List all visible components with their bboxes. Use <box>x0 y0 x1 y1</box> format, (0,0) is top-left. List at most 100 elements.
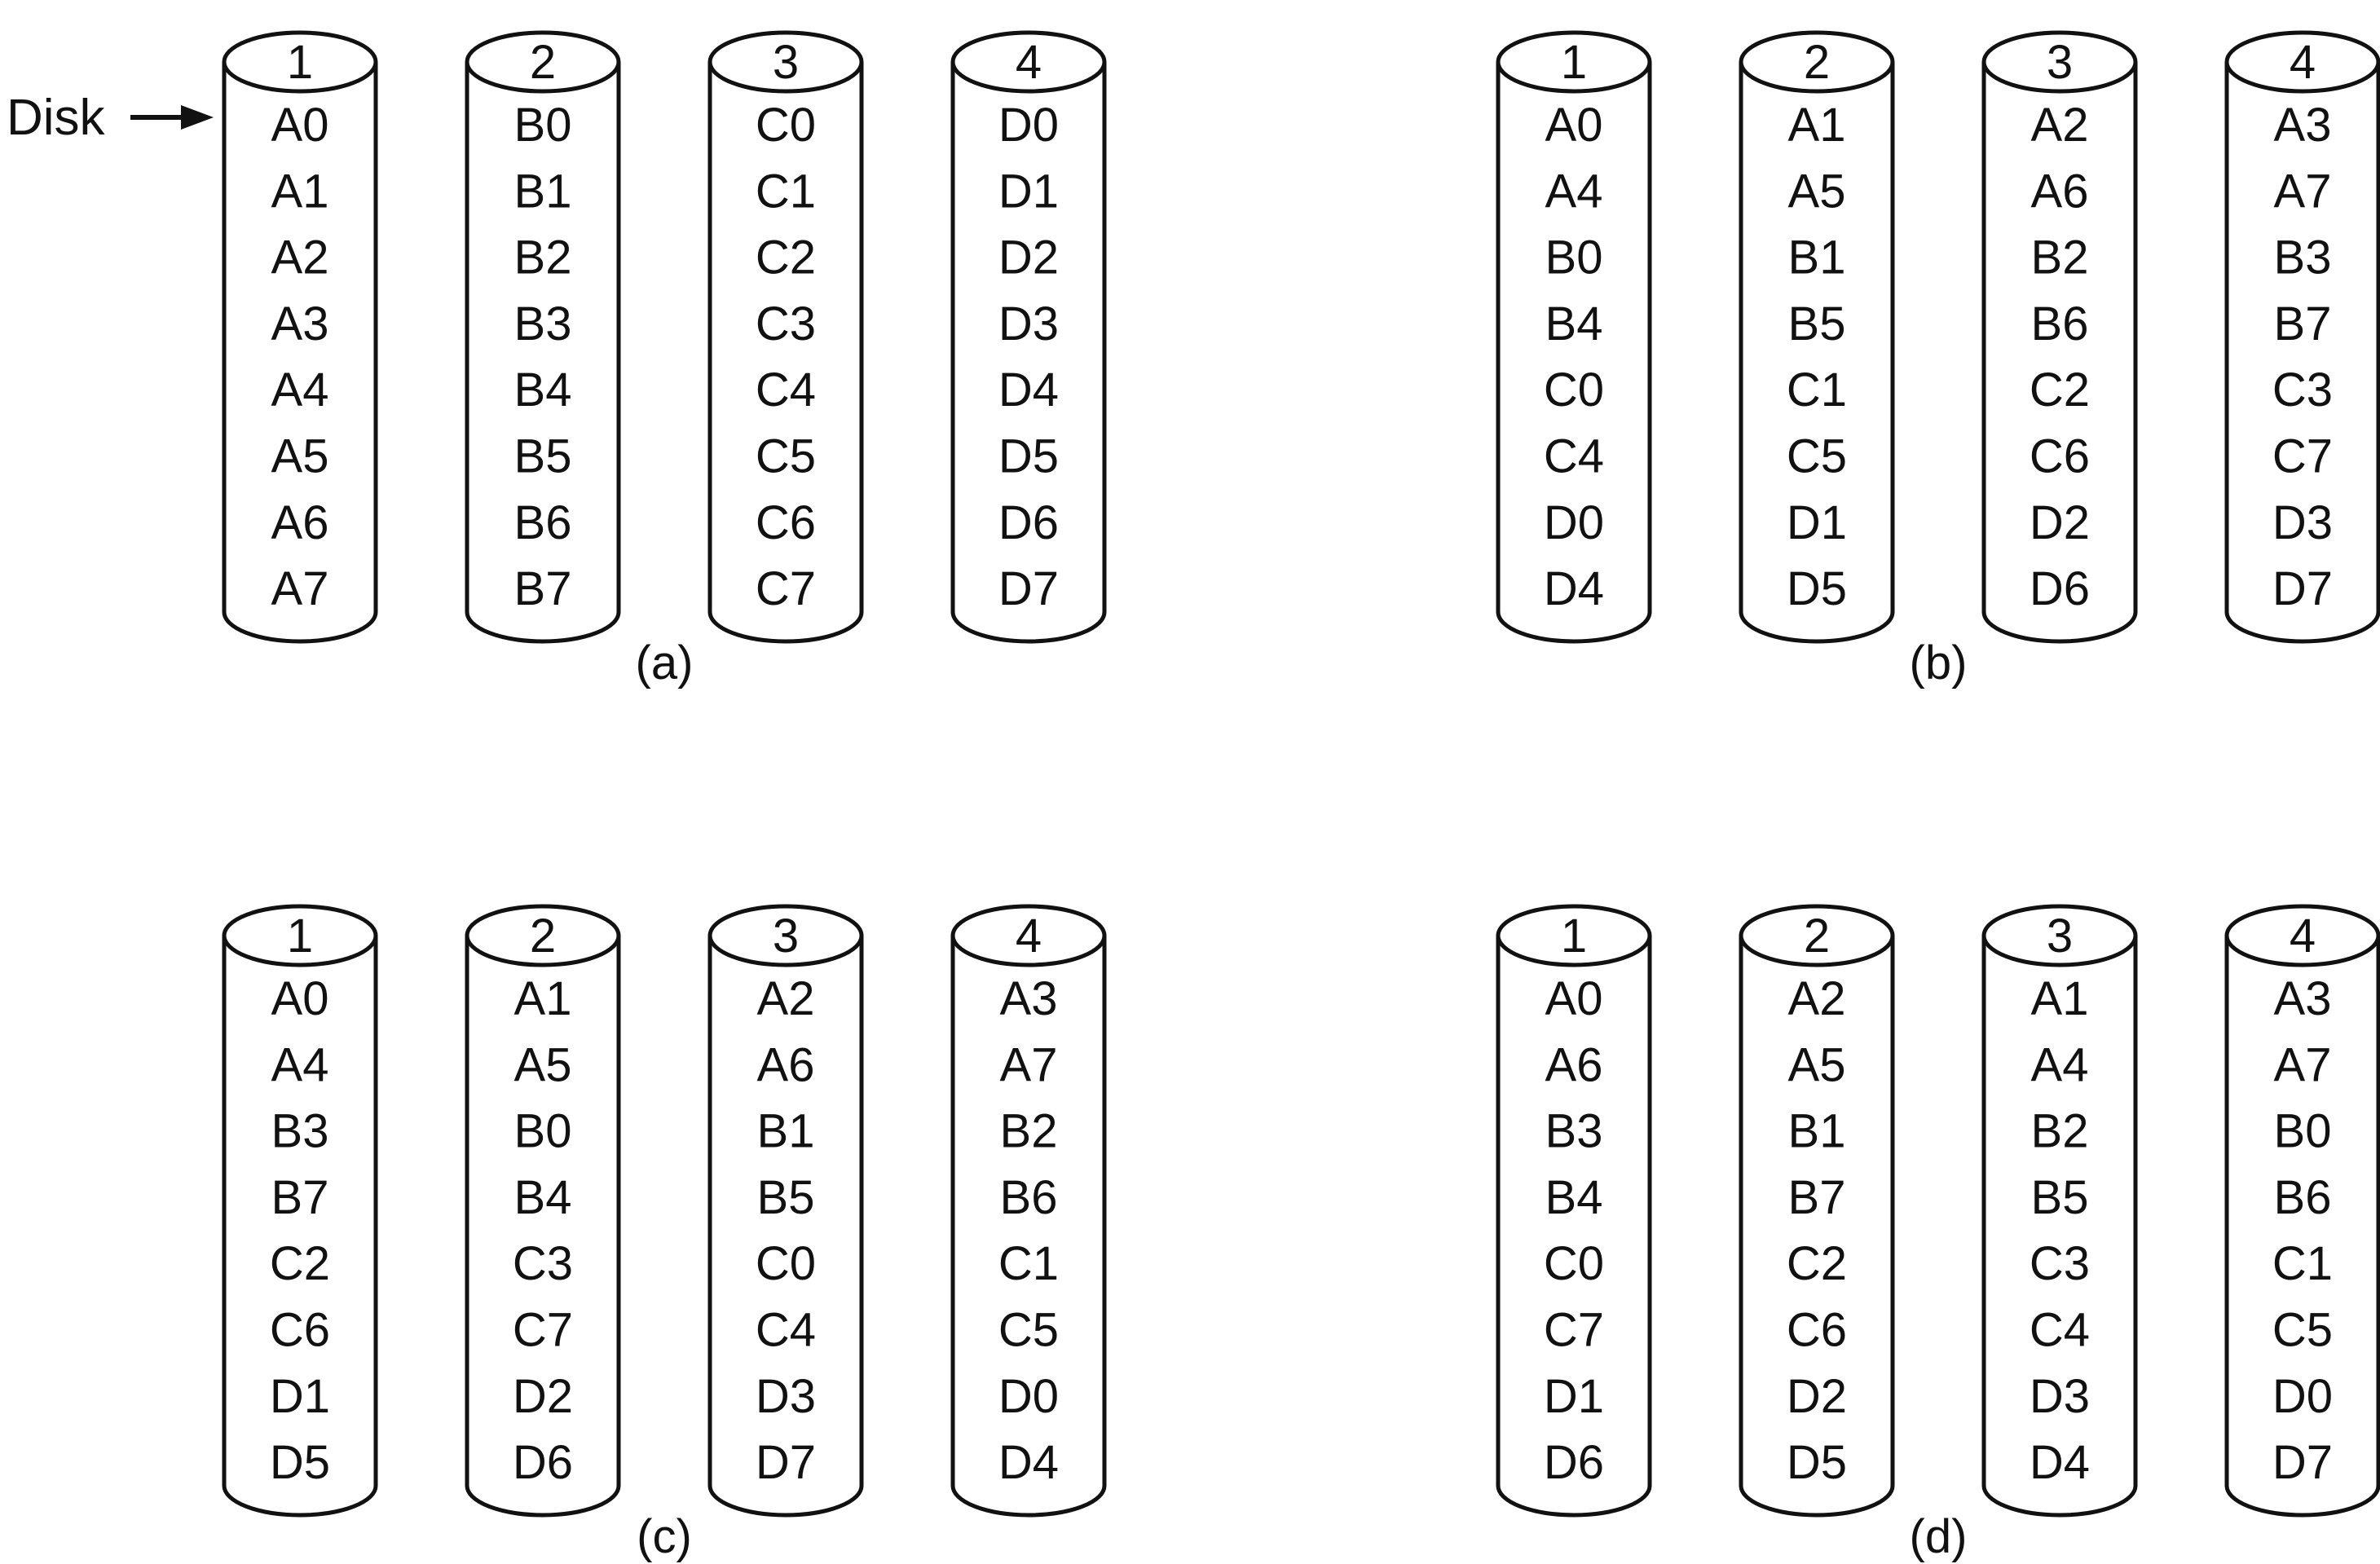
block-cell: C5 <box>1787 430 1847 483</box>
block-cell: C1 <box>1787 363 1847 416</box>
block-cell: D3 <box>2030 1370 2090 1423</box>
panel-c: 1 A0 A4 B3 B7 C2 C6 D1 D5 2 A1 A5 B0 B4 C3 C7 D2 D6 3 A2 A6 B… <box>222 904 1107 1563</box>
disk-label: Disk <box>7 90 106 146</box>
block-cell: D0 <box>2272 1370 2333 1423</box>
block-cell: A1 <box>2031 972 2089 1025</box>
block-cell: D0 <box>998 99 1059 152</box>
block-cell: B3 <box>1545 1105 1603 1158</box>
block-cell: B4 <box>514 363 572 416</box>
block-cell: D6 <box>2030 562 2090 615</box>
disk-number: 4 <box>2290 910 2316 963</box>
block-cell: A0 <box>271 99 329 152</box>
block-cell: A3 <box>1000 972 1058 1025</box>
disk-top <box>2224 904 2380 967</box>
block-cell: B2 <box>2031 1105 2089 1158</box>
block-cell: A6 <box>2031 165 2089 218</box>
block-cell: B5 <box>514 430 572 483</box>
block-cell: C0 <box>756 1237 816 1290</box>
block-cell: D1 <box>998 165 1059 218</box>
disk-cylinder: 1 A0 A4 B3 B7 C2 C6 D1 D5 <box>222 904 378 1518</box>
disk-cylinder: 2 A2 A5 B1 B7 C2 C6 D2 D5 <box>1739 904 1895 1518</box>
block-cell: C4 <box>756 1304 816 1357</box>
block-cell: C5 <box>756 430 816 483</box>
disk-top <box>1496 30 1652 94</box>
disk-top <box>1739 904 1895 967</box>
block-cell: B3 <box>271 1105 329 1158</box>
disk-number: 4 <box>2290 36 2316 89</box>
block-cell: A5 <box>271 430 329 483</box>
disk-body <box>950 62 1107 644</box>
block-cell: C6 <box>756 496 816 549</box>
block-cell: B3 <box>2274 231 2332 284</box>
block-cell: C3 <box>513 1237 573 1290</box>
block-cell: D2 <box>513 1370 573 1423</box>
block-cell: A3 <box>2274 99 2332 152</box>
disk-cylinder: 2 A1 A5 B0 B4 C3 C7 D2 D6 <box>465 904 621 1518</box>
disk-body <box>1981 62 2138 644</box>
disk-body <box>465 62 621 644</box>
panel-b: 1 A0 A4 B0 B4 C0 C4 D0 D4 2 A1 A5 B1 B5 C1 C5 D1 D5 3 A2 A6 B… <box>1496 30 2380 689</box>
block-cell: B2 <box>514 231 572 284</box>
block-cell: C2 <box>1787 1237 1847 1290</box>
disk-number: 2 <box>1804 910 1830 963</box>
disk-number: 3 <box>2047 910 2073 963</box>
block-cell: B2 <box>1000 1105 1058 1158</box>
block-cell: A6 <box>1545 1038 1603 1091</box>
disk-cylinder: 1 A0 A6 B3 B4 C0 C7 D1 D6 <box>1496 904 1652 1518</box>
block-cell: C2 <box>756 231 816 284</box>
block-cell: D5 <box>1787 562 1847 615</box>
disk-number: 2 <box>530 910 556 963</box>
disk-number: 1 <box>287 910 313 963</box>
block-cell: C6 <box>270 1304 330 1357</box>
disk-cylinder: 4 D0 D1 D2 D3 D4 D5 D6 D7 <box>950 30 1107 644</box>
disk-body <box>1496 936 1652 1518</box>
block-cell: A6 <box>757 1038 815 1091</box>
disk-number: 3 <box>773 36 799 89</box>
block-cell: C6 <box>2030 430 2090 483</box>
block-cell: D4 <box>1544 562 1604 615</box>
block-cell: B3 <box>514 297 572 350</box>
disk-cylinder: 3 A1 A4 B2 B5 C3 C4 D3 D4 <box>1981 904 2138 1518</box>
block-cell: D0 <box>998 1370 1059 1423</box>
block-cell: C7 <box>1544 1304 1604 1357</box>
block-cell: D2 <box>2030 496 2090 549</box>
disk-body <box>1981 936 2138 1518</box>
block-cell: B6 <box>2274 1171 2332 1224</box>
block-cell: B4 <box>1545 1171 1603 1224</box>
panel-caption: (d) <box>1910 1510 1968 1563</box>
block-cell: B0 <box>1545 231 1603 284</box>
disk-number: 3 <box>2047 36 2073 89</box>
disk-top <box>707 904 864 967</box>
block-cell: B6 <box>1000 1171 1058 1224</box>
block-cell: B4 <box>514 1171 572 1224</box>
block-cell: A0 <box>1545 99 1603 152</box>
block-cell: D1 <box>1544 1370 1604 1423</box>
block-cell: C5 <box>998 1304 1059 1357</box>
block-cell: C3 <box>2030 1237 2090 1290</box>
block-cell: D3 <box>2272 496 2333 549</box>
block-cell: D4 <box>2030 1436 2090 1489</box>
block-cell: D4 <box>998 1436 1059 1489</box>
block-cell: D7 <box>998 562 1059 615</box>
block-cell: A7 <box>1000 1038 1058 1091</box>
block-cell: A4 <box>271 363 329 416</box>
block-cell: C1 <box>2272 1237 2333 1290</box>
disk-number: 1 <box>1561 910 1587 963</box>
block-cell: D5 <box>270 1436 330 1489</box>
disk-cylinder: 4 A3 A7 B0 B6 C1 C5 D0 D7 <box>2224 904 2380 1518</box>
block-cell: C1 <box>756 165 816 218</box>
block-cell: C7 <box>756 562 816 615</box>
block-cell: A3 <box>2274 972 2332 1025</box>
block-cell: A2 <box>271 231 329 284</box>
block-cell: A6 <box>271 496 329 549</box>
block-cell: D5 <box>1787 1436 1847 1489</box>
disk-top <box>465 30 621 94</box>
panel-d: 1 A0 A6 B3 B4 C0 C7 D1 D6 2 A2 A5 B1 B7 C2 C6 D2 D5 3 A1 A4 B… <box>1496 904 2380 1563</box>
block-cell: D2 <box>1787 1370 1847 1423</box>
block-cell: A5 <box>1788 165 1846 218</box>
block-cell: C3 <box>2272 363 2333 416</box>
disk-body <box>1739 936 1895 1518</box>
block-cell: C4 <box>1544 430 1604 483</box>
block-cell: C4 <box>2030 1304 2090 1357</box>
